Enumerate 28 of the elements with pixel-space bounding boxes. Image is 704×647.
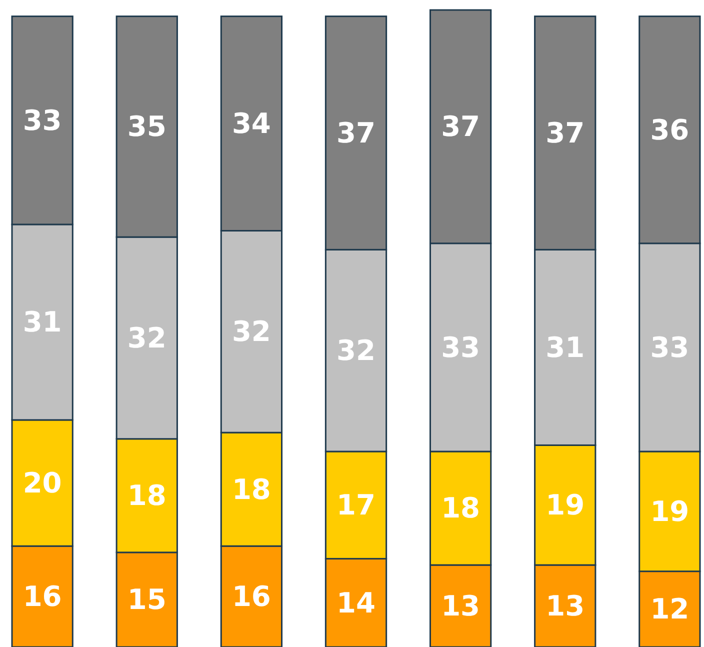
data-label: 13 <box>441 590 480 623</box>
data-label: 33 <box>650 330 690 364</box>
data-label: 18 <box>441 492 480 525</box>
data-label: 19 <box>546 488 585 522</box>
data-label: 37 <box>441 110 480 144</box>
data-label: 18 <box>232 472 271 506</box>
data-label: 17 <box>336 488 376 522</box>
data-label: 15 <box>127 583 166 616</box>
data-label: 34 <box>232 107 271 140</box>
data-label: 14 <box>336 586 376 620</box>
data-label: 13 <box>546 590 585 623</box>
data-label: 16 <box>22 580 62 614</box>
data-label: 32 <box>336 334 376 368</box>
data-label: 35 <box>127 110 166 144</box>
data-label: 19 <box>650 494 690 528</box>
data-label: 31 <box>22 306 62 339</box>
data-label: 37 <box>546 116 585 150</box>
data-label: 32 <box>232 315 271 348</box>
data-label: 12 <box>650 592 690 626</box>
data-label: 18 <box>127 479 166 512</box>
data-label: 37 <box>336 116 376 150</box>
data-label: 32 <box>127 321 166 354</box>
data-label: 33 <box>441 330 480 364</box>
data-label: 33 <box>22 104 62 137</box>
data-label: 20 <box>22 466 62 500</box>
data-label: 31 <box>546 330 585 364</box>
data-label: 16 <box>232 580 271 614</box>
data-label: 36 <box>650 113 690 146</box>
